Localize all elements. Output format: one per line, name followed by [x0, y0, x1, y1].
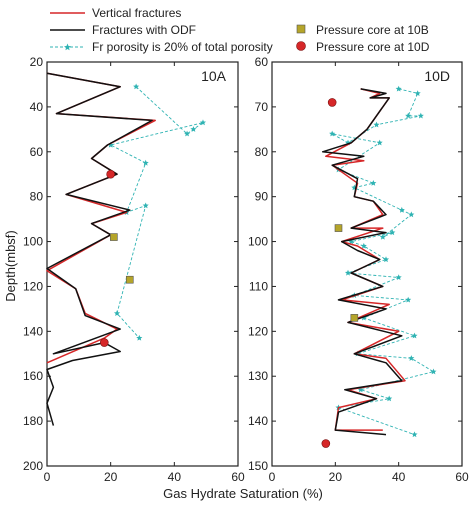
- plot-frame-10a: [46, 61, 239, 467]
- plot-frame-10d: [271, 61, 463, 467]
- fr-porosity-point: [386, 395, 393, 402]
- y-tick-label: 120: [23, 279, 43, 293]
- fr-porosity-point: [370, 180, 377, 186]
- legend-marker-pressure-core-10b: [296, 24, 306, 34]
- x-tick-label: 60: [455, 470, 469, 484]
- fr-porosity-point: [382, 256, 390, 263]
- fr-porosity-point: [405, 112, 412, 119]
- y-tick-label: 140: [23, 324, 43, 338]
- fr-porosity-point: [411, 431, 418, 438]
- fr-porosity-point: [113, 310, 121, 316]
- fr-porosity-point: [408, 355, 415, 361]
- fr-porosity-point: [430, 368, 437, 375]
- panel-10a: 0 20 40 60 20 40 60 80 100 120 140 160 180 200 10A: [23, 55, 245, 484]
- fr-porosity-point: [133, 83, 140, 90]
- legend-marker-pressure-core-10d: [296, 41, 306, 51]
- x-axis-label: Gas Hydrate Saturation (%): [163, 486, 323, 501]
- fr-porosity-point: [376, 139, 383, 146]
- y-tick-label: 20: [30, 55, 44, 69]
- fr-porosity-point: [142, 202, 149, 209]
- legend-label-fractures-odf: Fractures with ODF: [92, 23, 196, 37]
- x-tick-label: 20: [104, 470, 118, 484]
- fr-porosity-point: [414, 90, 421, 97]
- fr-porosity-point: [398, 206, 405, 213]
- x-tick-label: 40: [392, 470, 406, 484]
- y-tick-label: 80: [30, 190, 44, 204]
- fr-porosity-point: [395, 274, 402, 281]
- pressure-core-10b-point: [334, 224, 343, 232]
- fr-porosity-point: [395, 85, 402, 92]
- fr-porosity-point: [344, 269, 352, 276]
- y-tick-label: 70: [255, 100, 269, 114]
- legend-label-fr-porosity: Fr porosity is 20% of total porosity: [92, 40, 273, 54]
- fr-porosity-point: [142, 159, 149, 166]
- fr-porosity-point: [417, 112, 424, 119]
- y-tick-label: 90: [255, 190, 269, 204]
- y-tick-label: 60: [255, 55, 269, 69]
- y-tick-label: 60: [30, 145, 44, 159]
- y-tick-label: 40: [30, 100, 44, 114]
- fr-porosity-point: [379, 233, 386, 240]
- fr-porosity-point: [408, 211, 415, 218]
- y-tick-label: 160: [23, 369, 43, 383]
- legend-left: Vertical fractures Fractures with ODF Fr…: [50, 6, 273, 54]
- y-axis-label: Depth(mbsf): [3, 230, 18, 302]
- y-tick-label: 120: [248, 324, 268, 338]
- y-tick-label: 80: [255, 145, 269, 159]
- fr-porosity-point: [107, 141, 114, 148]
- series-line-vertical-fractures: [325, 88, 406, 431]
- fr-porosity-point: [373, 121, 380, 128]
- series-line-fr-porosity-is-20-of-total-porosity: [110, 86, 204, 339]
- fr-porosity-point: [360, 242, 367, 249]
- pressure-core-10b-point: [350, 314, 359, 322]
- legend-label-pressure-core-10b: Pressure core at 10B: [316, 23, 429, 37]
- legend-label-pressure-core-10d: Pressure core at 10D: [316, 40, 430, 54]
- x-tick-label: 0: [44, 470, 51, 484]
- y-tick-label: 140: [248, 414, 268, 428]
- x-tick-label: 60: [231, 470, 245, 484]
- y-tick-label: 100: [23, 235, 43, 249]
- pressure-core-10d-point: [321, 439, 331, 448]
- fr-porosity-point: [389, 229, 396, 236]
- x-tick-label: 0: [269, 470, 276, 484]
- fr-porosity-point: [405, 296, 412, 303]
- fr-porosity-point: [348, 238, 355, 245]
- y-tick-label: 150: [248, 459, 268, 473]
- legend-star-fr-porosity: [64, 43, 71, 51]
- y-tick-label: 180: [23, 414, 43, 428]
- series-line-fractures-with-odf: [321, 88, 403, 436]
- legend-right: Pressure core at 10B Pressure core at 10…: [296, 23, 430, 54]
- fr-porosity-point: [190, 126, 197, 132]
- y-tick-label: 100: [248, 235, 268, 249]
- fr-porosity-point: [411, 332, 418, 339]
- x-tick-label: 40: [168, 470, 182, 484]
- series-line-fr-porosity-is-20-of-total-porosity: [331, 88, 434, 436]
- panel-label: 10A: [201, 68, 227, 84]
- pressure-core-10b-point: [125, 275, 134, 284]
- fr-porosity-point: [184, 130, 191, 137]
- y-tick-label: 200: [23, 459, 43, 473]
- pressure-core-10d-point: [106, 169, 115, 179]
- series-line-fractures-with-odf: [46, 72, 153, 426]
- panel-label: 10D: [424, 68, 450, 84]
- fr-porosity-point: [136, 334, 143, 341]
- x-tick-label: 20: [329, 470, 343, 484]
- y-tick-label: 130: [248, 369, 268, 383]
- pressure-core-10b-point: [110, 233, 118, 241]
- pressure-core-10d-point: [100, 338, 109, 347]
- panel-10d: 0 20 40 60 60 70 80 90 100 110 120 130 140 150 10D: [248, 55, 469, 484]
- fr-porosity-point: [199, 119, 207, 126]
- legend-label-vertical-fractures: Vertical fractures: [92, 6, 181, 20]
- fr-porosity-point: [329, 130, 336, 137]
- y-tick-label: 110: [249, 279, 268, 293]
- pressure-core-10d-point: [327, 98, 337, 107]
- fr-porosity-point: [357, 386, 364, 393]
